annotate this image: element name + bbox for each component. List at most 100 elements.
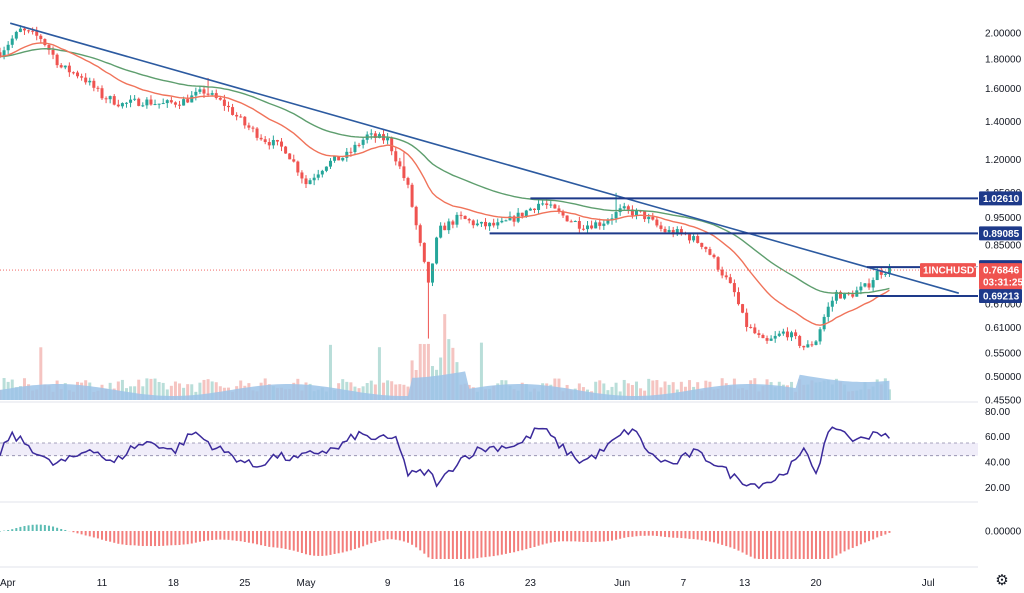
volume-bar	[145, 378, 149, 400]
macd-histogram-bar	[521, 531, 524, 551]
volume-bar	[214, 382, 218, 400]
macd-histogram-bar	[570, 531, 573, 542]
price-tick-label: 1.20000	[985, 155, 1022, 166]
macd-histogram-bar	[831, 531, 834, 559]
candle-body	[700, 242, 704, 247]
gear-icon[interactable]: ⚙	[995, 572, 1009, 589]
candlestick-series	[0, 25, 891, 351]
volume-average	[0, 371, 890, 400]
candle-body	[27, 30, 31, 32]
volume-bar	[418, 343, 422, 400]
macd-histogram-bar	[272, 531, 275, 548]
level-price-tag	[979, 226, 1022, 241]
candle-body	[304, 178, 308, 185]
candle-body	[655, 219, 659, 226]
macd-histogram-bar	[696, 531, 699, 540]
volume-bar	[186, 384, 190, 400]
macd-histogram-bar	[174, 531, 177, 546]
candle-body	[549, 204, 553, 206]
macd-histogram-bar	[101, 531, 103, 540]
candle-body	[459, 214, 463, 216]
macd-histogram-bar	[782, 531, 785, 559]
rsi-panel	[0, 426, 978, 490]
volume-bar	[479, 342, 483, 400]
candle-body	[320, 170, 324, 175]
macd-histogram-bar	[590, 531, 593, 543]
time-axis[interactable]: Apr 11 18 25 May 9 16 23 Jun 7 13 20 Jul	[0, 578, 935, 589]
volume-bar	[622, 379, 626, 400]
macd-histogram-bar	[280, 531, 283, 549]
macd-histogram-bar	[488, 531, 491, 557]
macd-histogram-bar	[868, 531, 871, 542]
macd-histogram-bar	[43, 525, 46, 531]
macd-histogram-bar	[96, 531, 99, 539]
candle-body	[688, 234, 692, 241]
macd-histogram-bar	[737, 531, 740, 551]
volume-bar	[443, 314, 447, 400]
volume-bar	[647, 378, 651, 400]
candle-body	[255, 128, 259, 138]
candle-body	[769, 338, 773, 341]
macd-histogram-bar	[602, 531, 605, 542]
candle-body	[324, 166, 328, 171]
drawing-tools[interactable]	[0, 22, 978, 298]
macd-histogram-bar	[305, 531, 307, 555]
macd-histogram-bar	[329, 531, 332, 555]
candle-body	[524, 210, 528, 217]
candle-body	[745, 312, 749, 327]
volume-bar	[402, 384, 406, 400]
candle-body	[810, 344, 814, 346]
macd-histogram-bar	[615, 531, 618, 540]
rsi-tick-label: 20.00	[985, 483, 1010, 494]
candle-body	[634, 210, 638, 216]
macd-histogram-bar	[247, 531, 250, 543]
candle-body	[565, 215, 569, 222]
candle-body	[6, 44, 10, 51]
volume-bar	[639, 388, 643, 400]
candle-body	[410, 184, 414, 207]
macd-histogram-bar	[7, 530, 10, 531]
candle-body	[247, 125, 251, 128]
macd-histogram-bar	[704, 531, 707, 541]
macd-histogram-bar	[56, 527, 59, 531]
candle-body	[704, 246, 708, 250]
macd-histogram-bar	[578, 531, 581, 542]
volume-bar	[382, 382, 386, 400]
last-price-tag	[979, 263, 1022, 290]
candle-body	[373, 133, 377, 138]
candle-body	[218, 97, 222, 100]
macd-histogram-bar	[549, 531, 552, 543]
macd-histogram-bar	[170, 531, 173, 546]
ema-fast-line	[0, 42, 890, 326]
candle-body	[732, 283, 736, 293]
volume-bar	[386, 380, 390, 400]
volume-bar	[377, 347, 381, 400]
macd-histogram-bar	[370, 531, 373, 544]
candle-body	[475, 223, 479, 226]
macd-histogram-bar	[672, 531, 675, 538]
candle-body	[851, 294, 855, 297]
macd-histogram-bar	[529, 531, 532, 548]
macd-histogram-bar	[149, 531, 152, 547]
candle-body	[622, 206, 626, 209]
candle-body	[243, 116, 247, 126]
macd-histogram-bar	[888, 531, 891, 533]
macd-histogram-bar	[325, 531, 328, 556]
candle-body	[879, 271, 883, 275]
time-tick-label: Jun	[614, 578, 630, 589]
macd-histogram-bar	[500, 531, 503, 555]
candle-body	[447, 221, 451, 231]
macd-histogram-bar	[341, 531, 344, 553]
candle-body	[630, 209, 634, 216]
volume-bar	[141, 386, 145, 400]
candle-body	[92, 80, 96, 88]
candle-body	[414, 206, 418, 226]
time-tick-label: Apr	[0, 578, 16, 589]
level-price-tag	[979, 191, 1022, 206]
candle-body	[316, 174, 320, 178]
volume-bars	[0, 314, 891, 400]
time-tick-label: May	[297, 578, 316, 589]
candle-body	[863, 283, 867, 287]
candle-body	[2, 50, 6, 57]
